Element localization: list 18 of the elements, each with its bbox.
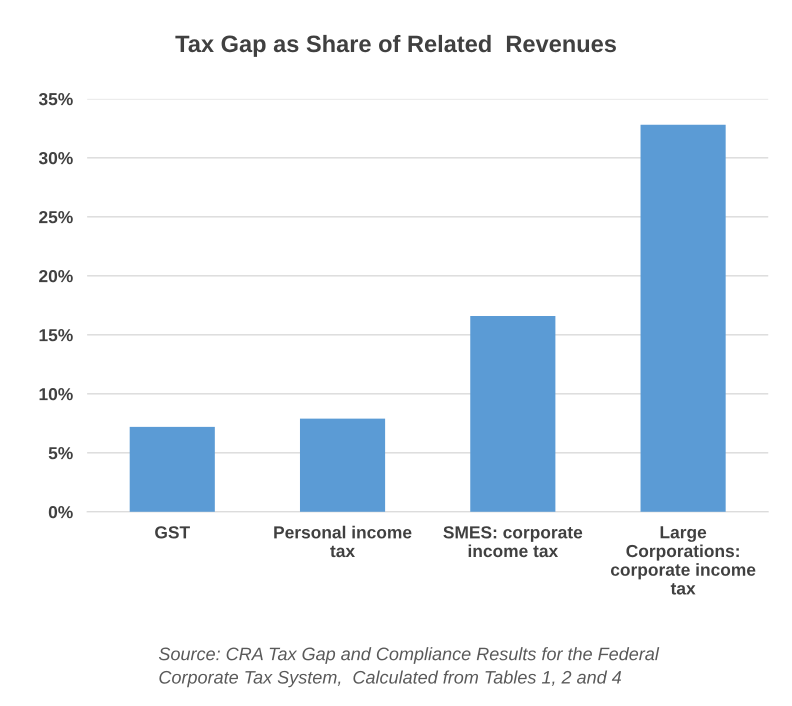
bar [640,124,726,512]
chart-title: Tax Gap as Share of Related Revenues [175,34,616,57]
x-tick-label: SMES: corporate income tax [443,526,582,558]
y-tick-label: 35% [38,93,73,106]
x-tick-label: Personal income tax [274,526,412,558]
y-tick-label: 15% [40,329,73,342]
y-tick-label: 10% [40,388,73,400]
bar [470,316,556,512]
y-tick-label: 20% [39,270,73,282]
bar [130,426,215,512]
y-tick-label: 30% [38,152,73,164]
source-note: Source: CRA Tax Gap and Compliance Results for the Federal Corporate Tax System, Calculated from Tables 1, 2 and 4 [158,647,660,688]
bar [300,418,386,512]
x-tick-label: Large Corporations: corporate income tax [610,526,756,595]
x-tick-label: GST [155,526,190,538]
y-tick-label: 0% [48,506,73,518]
y-tick-label: 25% [39,211,73,224]
y-tick-label: 5% [48,447,73,460]
